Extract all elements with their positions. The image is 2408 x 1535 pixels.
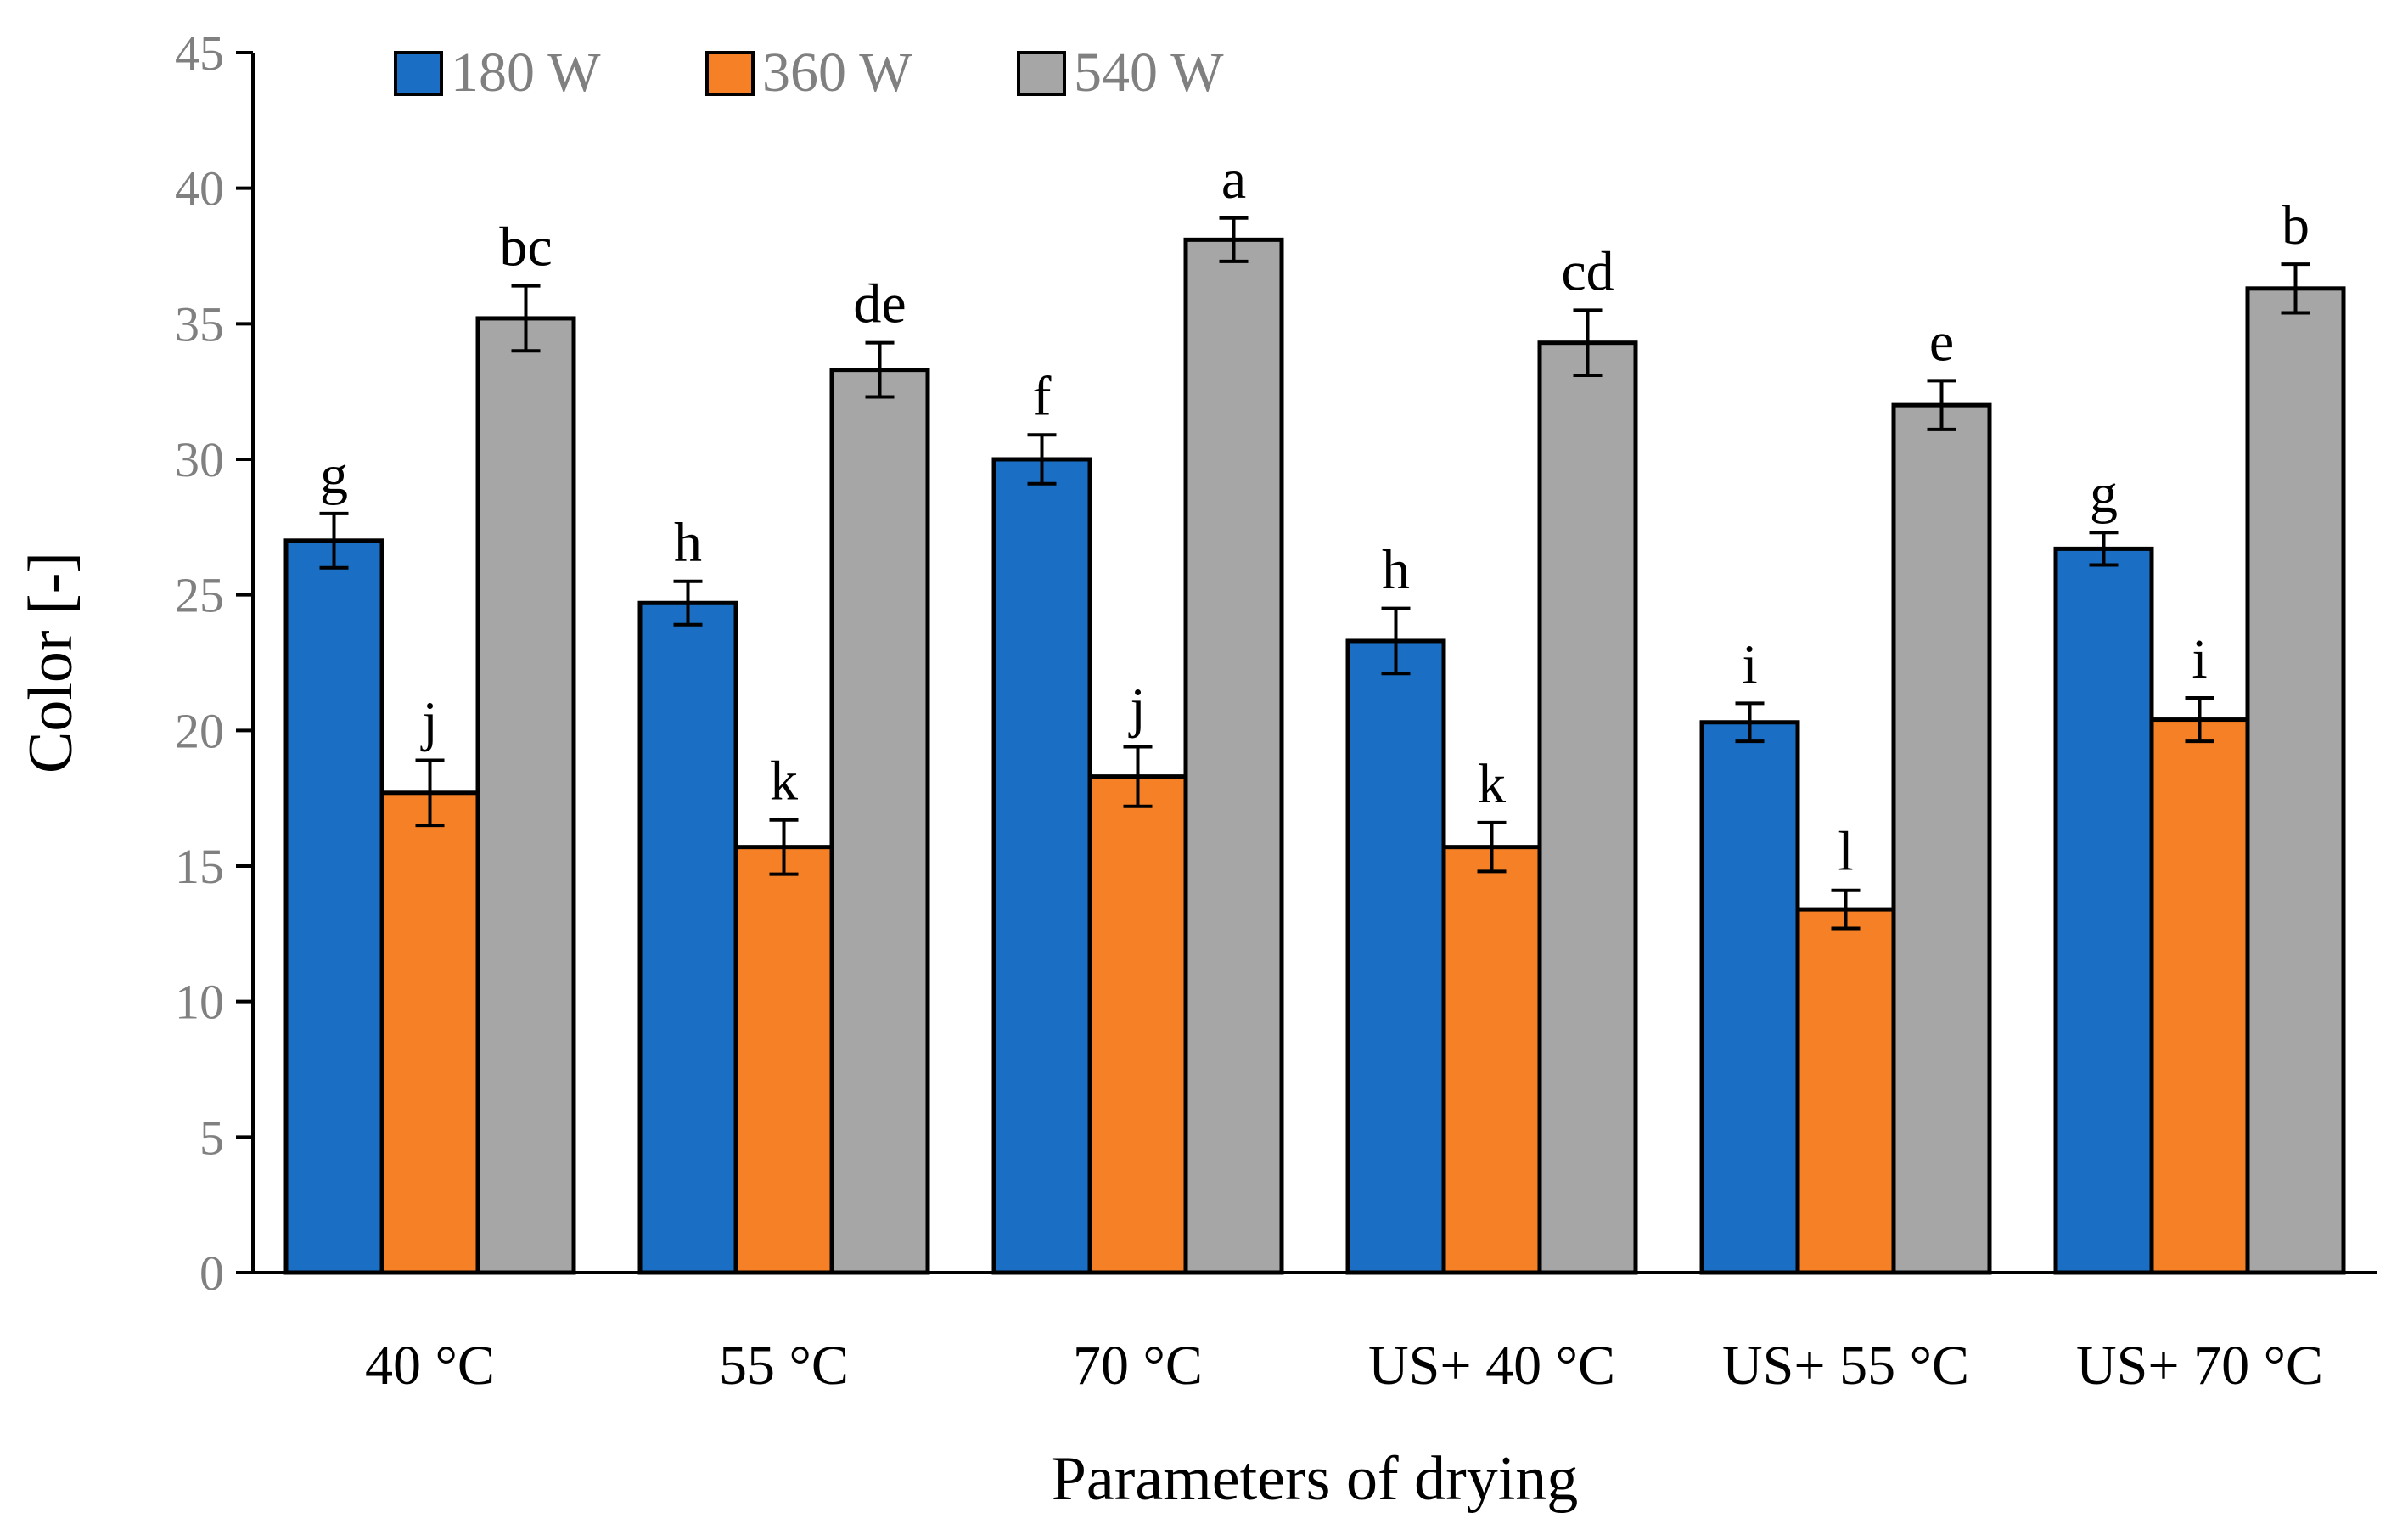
y-tick-label: 20	[175, 703, 224, 758]
significance-label: i	[2192, 628, 2207, 690]
significance-label: j	[1128, 677, 1145, 739]
significance-label: de	[853, 273, 906, 335]
x-axis-title: Parameters of drying	[1052, 1444, 1579, 1514]
significance-label: bc	[499, 216, 552, 278]
y-tick-label: 40	[175, 161, 224, 216]
bar	[283, 538, 384, 1275]
y-tick-label: 0	[199, 1245, 224, 1301]
bar	[1087, 774, 1188, 1275]
bar	[991, 457, 1092, 1275]
bar	[1441, 845, 1542, 1275]
significance-label: a	[1221, 149, 1246, 211]
bar	[475, 316, 576, 1275]
significance-label: h	[1382, 539, 1410, 601]
legend-swatch	[705, 51, 755, 96]
x-tick-label: US+ 70 °C	[2076, 1335, 2323, 1397]
significance-label: h	[674, 512, 702, 574]
bar	[2245, 286, 2346, 1275]
bar	[637, 600, 738, 1275]
significance-label: b	[2282, 194, 2310, 256]
legend-label: 180 W	[451, 42, 601, 104]
significance-label: k	[1478, 753, 1506, 815]
bar	[733, 845, 834, 1275]
significance-label: k	[770, 751, 798, 812]
significance-label: g	[320, 444, 348, 506]
y-tick-label: 10	[175, 975, 224, 1030]
bars: g j bc h k de f j a h k cd i l e g i b	[283, 149, 2346, 1275]
bar	[829, 368, 930, 1275]
y-tick-label: 35	[175, 296, 224, 351]
x-axis-ticks: 40 °C 55 °C 70 °C US+ 40 °C US+ 55 °C US+ 70 …	[365, 1335, 2323, 1397]
bar	[379, 790, 480, 1275]
y-tick-label: 30	[175, 432, 224, 487]
bar	[2053, 546, 2154, 1275]
x-tick-label: US+ 40 °C	[1368, 1335, 1615, 1397]
significance-label: j	[420, 690, 437, 752]
significance-label: cd	[1561, 240, 1614, 302]
legend: 180 W 360 W 540 W	[394, 42, 1224, 104]
bar	[1891, 402, 1992, 1275]
bar	[1183, 237, 1284, 1275]
x-tick-label: US+ 55 °C	[1722, 1335, 1969, 1397]
legend-swatch	[394, 51, 443, 96]
legend-label: 540 W	[1074, 42, 1224, 104]
y-tick-label: 25	[175, 568, 224, 623]
bar	[1699, 720, 1800, 1275]
y-tick-label: 5	[199, 1110, 224, 1165]
x-tick-label: 70 °C	[1073, 1335, 1203, 1397]
y-axis-ticks: 0 5 10 15 20 25 30 35 40 45	[175, 25, 253, 1301]
y-axis-title: Color [-]	[16, 552, 86, 773]
y-tick-label: 15	[175, 839, 224, 894]
y-tick-label: 45	[175, 25, 224, 81]
significance-label: l	[1838, 821, 1853, 883]
bar	[1345, 638, 1446, 1275]
significance-label: f	[1033, 365, 1052, 427]
significance-label: e	[1929, 311, 1954, 373]
significance-label: i	[1742, 633, 1757, 695]
bar	[1795, 907, 1896, 1275]
significance-label: g	[2090, 463, 2118, 525]
x-tick-label: 55 °C	[719, 1335, 849, 1397]
legend-swatch	[1017, 51, 1066, 96]
bar	[2149, 717, 2250, 1275]
legend-label: 360 W	[762, 42, 912, 104]
x-tick-label: 40 °C	[365, 1335, 495, 1397]
bar	[1537, 340, 1638, 1275]
